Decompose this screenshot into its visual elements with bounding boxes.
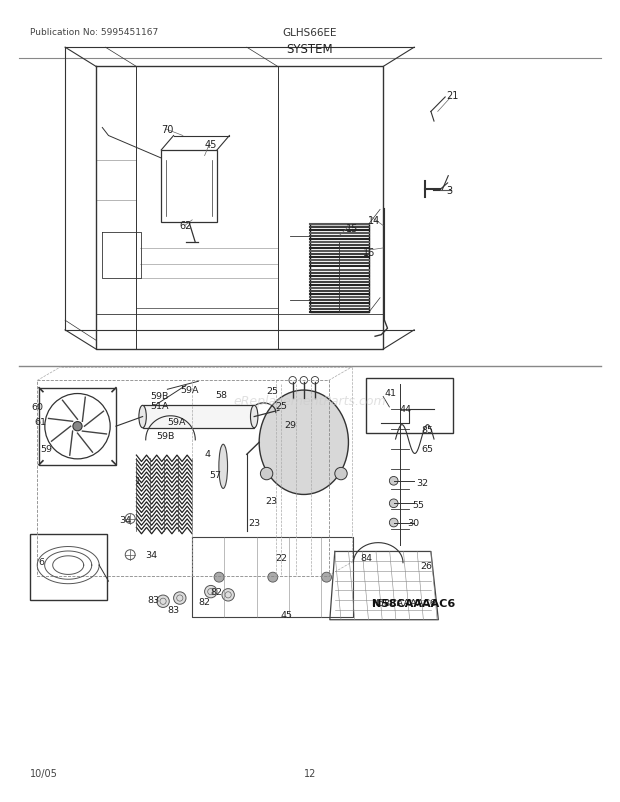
Text: 84: 84 [361,553,373,563]
Circle shape [389,500,398,508]
Circle shape [174,592,186,605]
Circle shape [389,519,398,527]
Text: 44: 44 [400,404,412,414]
Circle shape [300,377,308,384]
Circle shape [260,468,273,480]
Text: 59B: 59B [150,391,169,401]
Circle shape [268,573,278,582]
Text: 82: 82 [198,597,210,606]
Circle shape [322,573,332,582]
Text: 3: 3 [446,186,453,196]
Ellipse shape [250,406,258,428]
Text: 6: 6 [38,557,45,566]
Text: 59: 59 [40,444,52,454]
Circle shape [214,573,224,582]
Text: 15: 15 [346,224,358,233]
Text: 60: 60 [31,403,43,412]
Text: 21: 21 [446,91,459,101]
Text: 25: 25 [275,401,287,411]
Text: 45: 45 [205,140,217,149]
Circle shape [205,585,217,598]
Circle shape [289,377,296,384]
Bar [39,388,116,465]
Text: 70: 70 [161,125,174,135]
Text: 65: 65 [422,444,433,454]
Text: 82: 82 [211,587,223,597]
Text: 12: 12 [304,768,316,778]
Text: 16: 16 [363,248,376,257]
Text: 55: 55 [412,500,424,510]
Text: 41: 41 [384,388,396,398]
Text: 10/05: 10/05 [30,768,58,778]
Text: 1: 1 [135,476,141,486]
Text: eReplacementParts.com: eReplacementParts.com [234,395,386,407]
Text: 14: 14 [368,216,381,225]
Text: 45: 45 [280,610,292,619]
Text: SYSTEM: SYSTEM [286,43,334,56]
Text: 59B: 59B [156,431,175,441]
Text: 58: 58 [216,390,228,399]
Text: 4: 4 [205,449,211,459]
Ellipse shape [259,391,348,495]
Bar [310,225,369,313]
Text: 29: 29 [284,420,296,430]
Circle shape [73,422,82,431]
Text: 32: 32 [417,478,429,488]
Text: 57: 57 [209,470,221,480]
Ellipse shape [219,444,228,488]
Text: GLHS66EE: GLHS66EE [283,28,337,38]
Ellipse shape [139,406,146,428]
Bar [161,151,217,223]
Text: 59A: 59A [180,385,199,395]
Text: 85: 85 [422,425,433,435]
Text: 51A: 51A [150,401,169,411]
Circle shape [389,477,398,485]
Text: 59A: 59A [167,417,186,427]
Bar [30,534,107,600]
Text: 30: 30 [407,518,420,528]
Text: N58CAAAAC6: N58CAAAAC6 [371,598,436,608]
Bar [143,406,254,428]
Circle shape [335,468,347,480]
Text: 23: 23 [248,518,260,528]
Text: 83: 83 [167,605,180,614]
Text: 62: 62 [180,221,192,231]
Text: 26: 26 [420,561,432,571]
Text: 23: 23 [265,496,278,505]
Circle shape [157,595,169,608]
Text: 22: 22 [275,553,287,563]
Text: 83: 83 [148,595,160,605]
Text: Publication No: 5995451167: Publication No: 5995451167 [30,28,158,37]
Text: N58CAAAAC6: N58CAAAAC6 [372,598,455,608]
Circle shape [311,377,319,384]
Text: 34: 34 [119,515,131,525]
Text: 61: 61 [34,417,46,427]
Bar [366,379,453,433]
Text: 25: 25 [267,387,278,396]
Circle shape [222,589,234,602]
Text: 34: 34 [146,550,158,560]
